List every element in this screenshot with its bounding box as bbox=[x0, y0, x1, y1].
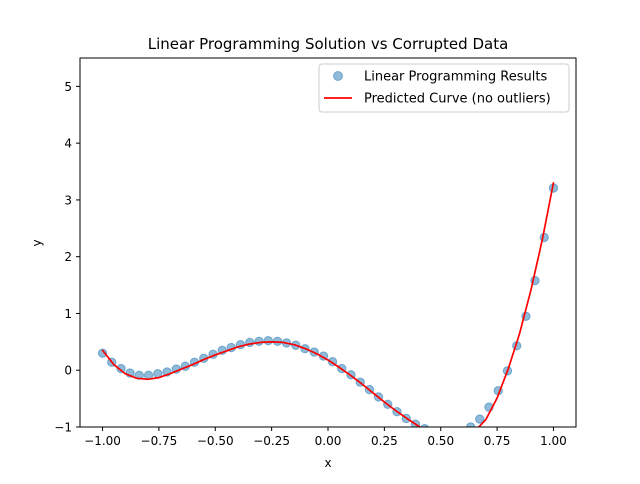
scatter-point bbox=[420, 424, 430, 427]
x-tick-label: −0.50 bbox=[197, 434, 234, 448]
x-tick-label: 0.25 bbox=[371, 434, 398, 448]
plot-series bbox=[97, 182, 559, 443]
scatter-point bbox=[116, 363, 126, 374]
predicted-curve-line bbox=[101, 182, 555, 427]
scatter-point bbox=[475, 414, 485, 424]
legend-scatter-marker bbox=[333, 71, 343, 81]
y-axis-label: y bbox=[30, 239, 44, 246]
y-tick-label: 3 bbox=[64, 193, 72, 207]
chart-title: Linear Programming Solution vs Corrupted… bbox=[148, 35, 509, 53]
y-tick-label: −1 bbox=[54, 421, 72, 435]
y-tick-label: 1 bbox=[64, 307, 72, 321]
x-tick-label: −0.25 bbox=[253, 434, 290, 448]
scatter-point bbox=[457, 435, 465, 443]
x-axis-label: x bbox=[324, 456, 331, 470]
y-tick-label: 0 bbox=[64, 364, 72, 378]
scatter-point bbox=[97, 348, 108, 358]
scatter-point bbox=[263, 336, 273, 346]
legend-label-scatter: Linear Programming Results bbox=[364, 70, 547, 85]
legend: Linear Programming Results Predicted Cur… bbox=[318, 63, 570, 113]
x-tick-label: 1.00 bbox=[540, 434, 567, 448]
legend-frame bbox=[318, 63, 570, 113]
x-tick-label: 0.75 bbox=[484, 434, 511, 448]
legend-label-line: Predicted Curve (no outliers) bbox=[364, 92, 551, 107]
x-tick-label: −1.00 bbox=[84, 434, 121, 448]
x-tick-label: −0.75 bbox=[141, 434, 178, 448]
y-tick-label: 4 bbox=[64, 137, 72, 151]
y-tick-label: 5 bbox=[64, 80, 72, 94]
axes: −1.00 −0.75 −0.50 −0.25 0.00 0.25 0.50 0.75 1.00… bbox=[54, 57, 577, 448]
scatter-point bbox=[254, 336, 264, 346]
x-tick-label: 0.00 bbox=[315, 434, 342, 448]
x-tick-label: 0.50 bbox=[427, 434, 454, 448]
y-tick-label: 2 bbox=[64, 250, 72, 264]
scatter-point bbox=[539, 232, 549, 243]
